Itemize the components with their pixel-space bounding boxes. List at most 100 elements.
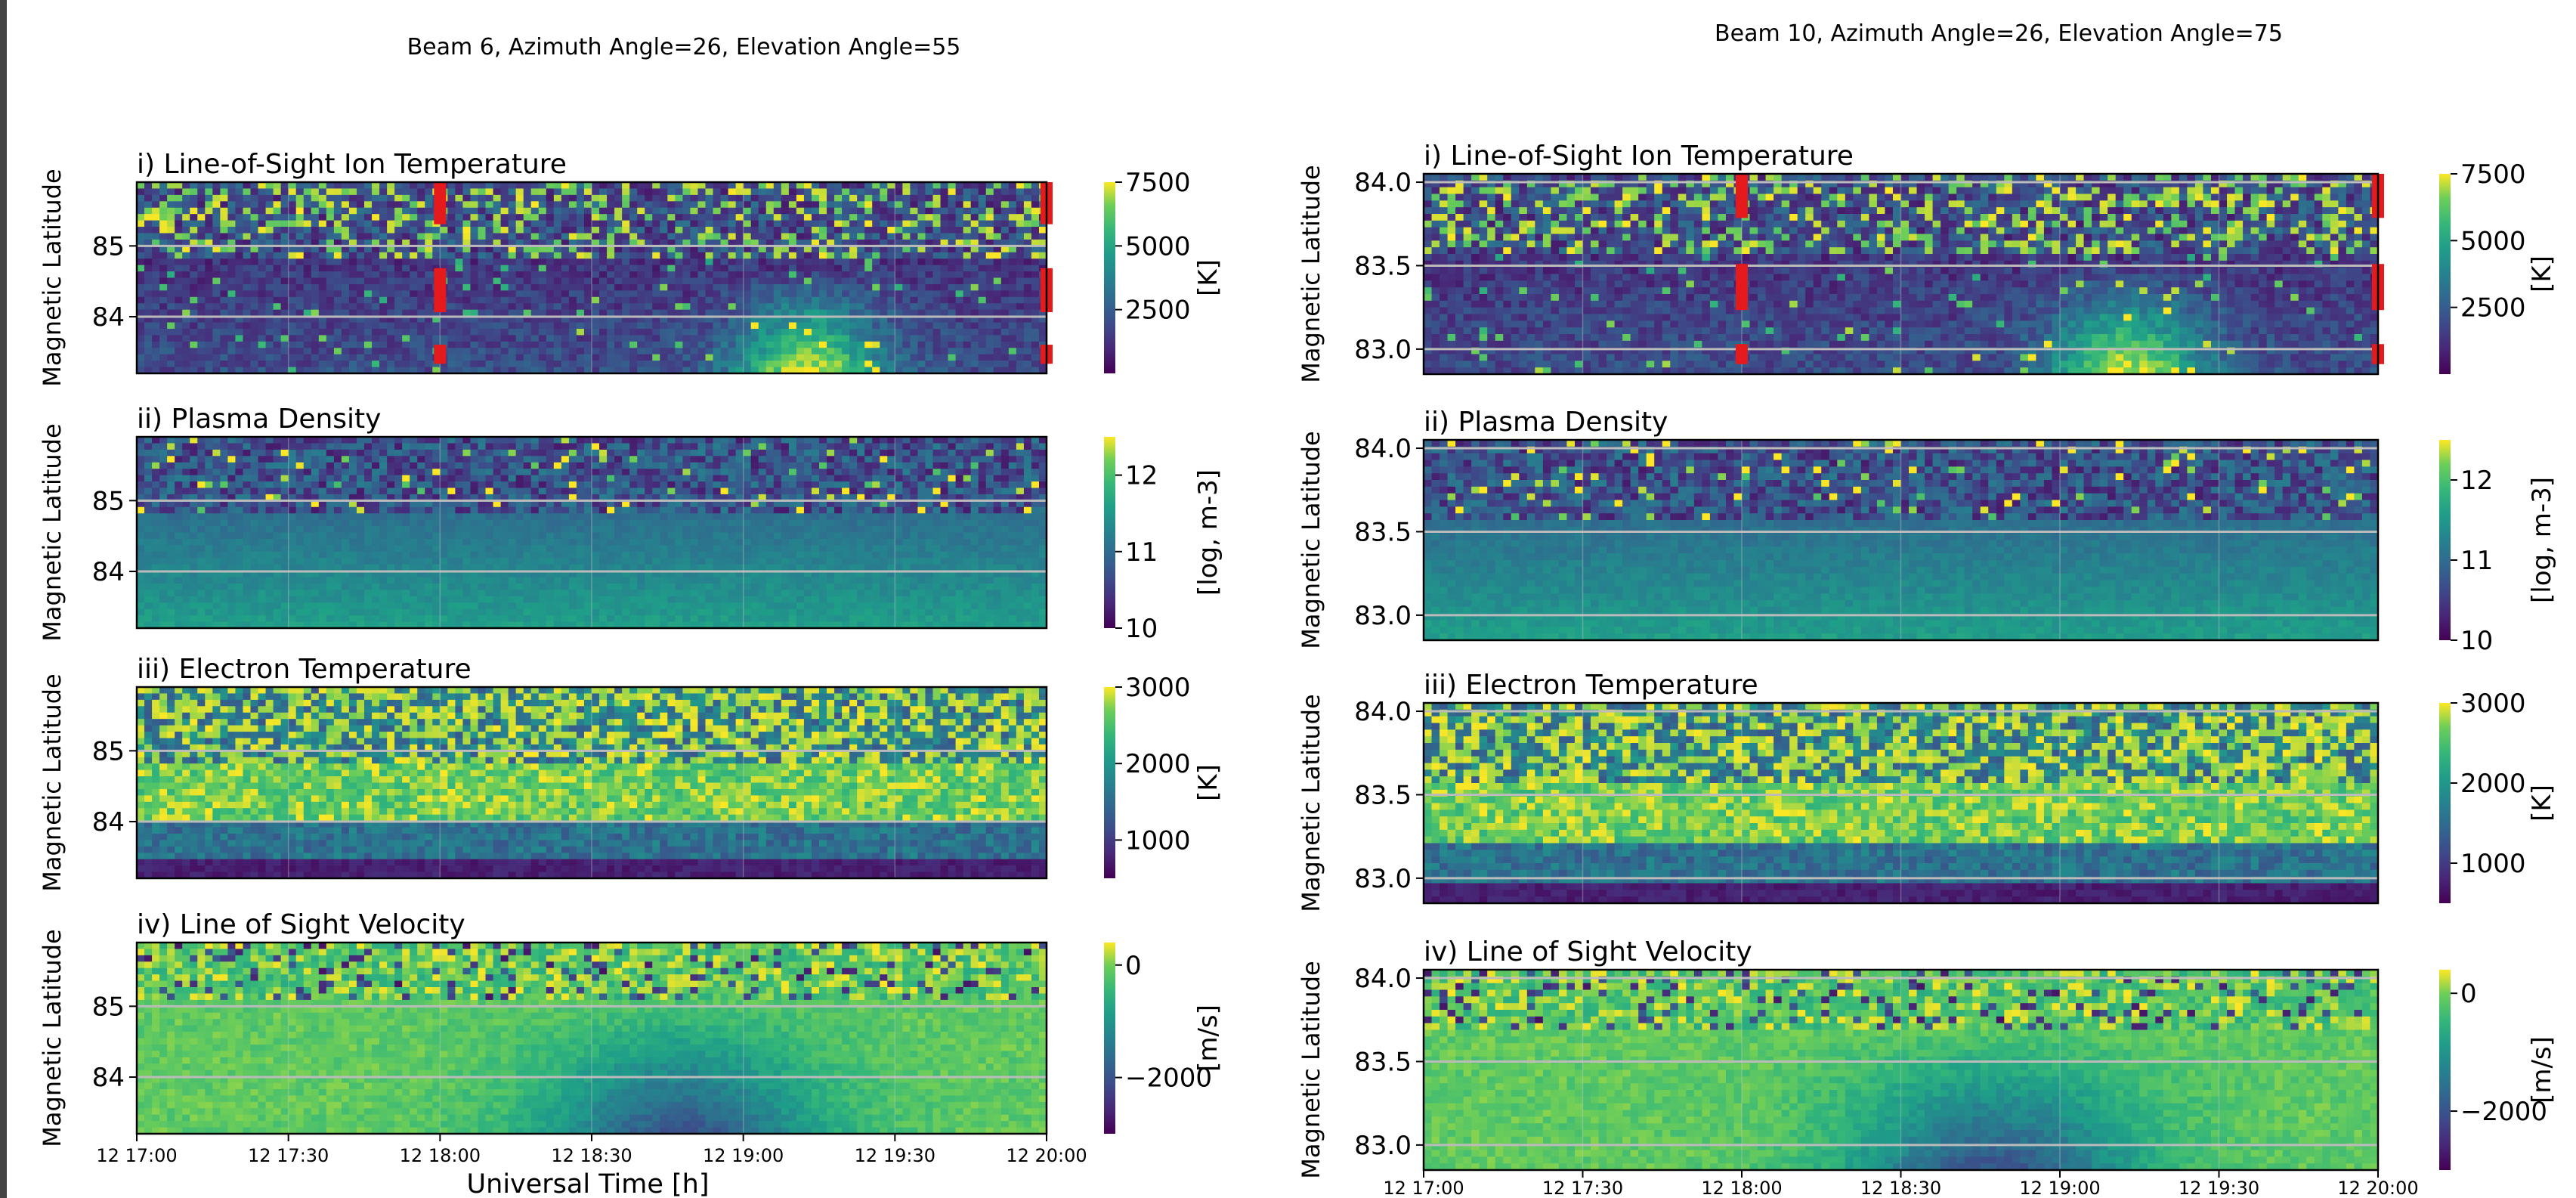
heatmap-cell: [539, 188, 547, 195]
heatmap-cell: [561, 265, 570, 272]
heatmap-cell: [493, 290, 502, 297]
heatmap-cell: [137, 182, 145, 189]
heatmap-cell: [364, 233, 373, 240]
heatmap-cell: [243, 297, 251, 304]
heatmap-cell: [501, 278, 509, 285]
heatmap-cell: [205, 335, 213, 342]
heatmap-cell: [296, 233, 305, 240]
heatmap-cell: [205, 271, 213, 278]
heatmap-cell: [190, 329, 198, 336]
heatmap-cell: [274, 284, 282, 291]
heatmap-cell: [190, 201, 198, 208]
heatmap-cell: [311, 329, 320, 336]
heatmap-cell: [159, 227, 168, 234]
heatmap-cell: [554, 208, 562, 215]
heatmap-cell: [364, 329, 373, 336]
heatmap-cell: [402, 361, 410, 367]
heatmap-cell: [364, 227, 373, 234]
heatmap-cell: [486, 342, 494, 348]
heatmap-cell: [402, 303, 410, 310]
heatmap-cell: [251, 233, 259, 240]
heatmap-cell: [462, 303, 471, 310]
heatmap-cell: [524, 265, 532, 272]
heatmap-cell: [539, 290, 547, 297]
heatmap-cell: [531, 310, 540, 317]
heatmap-cell: [546, 252, 555, 259]
heatmap-cell: [190, 284, 198, 291]
heatmap-cell: [349, 284, 357, 291]
heatmap-cell: [561, 329, 570, 336]
heatmap-cell: [190, 221, 198, 228]
heatmap-cell: [227, 208, 236, 215]
heatmap-cell: [410, 221, 418, 228]
heatmap-cell: [243, 271, 251, 278]
heatmap-cell: [334, 182, 342, 189]
heatmap-cell: [524, 361, 532, 367]
heatmap-cell: [524, 284, 532, 291]
heatmap-cell: [311, 278, 320, 285]
heatmap-cell: [220, 278, 228, 285]
heatmap-cell: [326, 342, 335, 348]
heatmap-cell: [539, 252, 547, 259]
heatmap-cell: [554, 329, 562, 336]
heatmap-cell: [296, 214, 305, 221]
heatmap-cell: [220, 252, 228, 259]
heatmap-cell: [281, 195, 289, 202]
heatmap-cell: [425, 284, 433, 291]
heatmap-cell: [266, 188, 274, 195]
heatmap-cell: [266, 284, 274, 291]
heatmap-cell: [455, 233, 463, 240]
heatmap-cell: [447, 221, 456, 228]
heatmap-cell: [531, 227, 540, 234]
heatmap-cell: [212, 208, 221, 215]
heatmap-cell: [462, 323, 471, 330]
heatmap-cell: [227, 233, 236, 240]
heatmap-cell: [394, 233, 403, 240]
heatmap-cell: [227, 252, 236, 259]
heatmap-cell: [531, 265, 540, 272]
heatmap-cell: [410, 258, 418, 265]
heatmap-cell: [524, 290, 532, 297]
heatmap-cell: [251, 310, 259, 317]
heatmap-cell: [470, 342, 478, 348]
heatmap-cell: [190, 290, 198, 297]
heatmap-cell: [501, 303, 509, 310]
heatmap-cell: [357, 297, 365, 304]
heatmap-cell: [524, 188, 532, 195]
heatmap-cell: [379, 290, 388, 297]
heatmap-cell: [334, 221, 342, 228]
heatmap-cell: [274, 323, 282, 330]
heatmap-cell: [561, 214, 570, 221]
heatmap-cell: [410, 335, 418, 342]
heatmap-cell: [486, 182, 494, 189]
heatmap-cell: [326, 297, 335, 304]
heatmap-cell: [509, 182, 517, 189]
heatmap-cell: [531, 354, 540, 361]
heatmap-cell: [319, 227, 327, 234]
heatmap-cell: [152, 329, 160, 336]
heatmap-cell: [470, 233, 478, 240]
heatmap-cell: [569, 182, 577, 189]
heatmap-cell: [501, 310, 509, 317]
heatmap-cell: [159, 214, 168, 221]
heatmap-cell: [410, 310, 418, 317]
heatmap-cell: [524, 271, 532, 278]
heatmap-cell: [554, 335, 562, 342]
heatmap-cell: [190, 227, 198, 234]
heatmap-cell: [197, 348, 206, 354]
heatmap-cell: [554, 265, 562, 272]
heatmap-cell: [554, 258, 562, 265]
heatmap-cell: [304, 252, 312, 259]
heatmap-cell: [289, 297, 297, 304]
heatmap-cell: [470, 188, 478, 195]
heatmap-cell: [402, 310, 410, 317]
heatmap-cell: [296, 361, 305, 367]
heatmap-cell: [281, 258, 289, 265]
heatmap-cell: [524, 221, 532, 228]
heatmap-cell: [440, 227, 448, 234]
heatmap-cell: [410, 195, 418, 202]
heatmap-cell: [554, 221, 562, 228]
heatmap-cell: [516, 290, 524, 297]
heatmap-cell: [546, 278, 555, 285]
